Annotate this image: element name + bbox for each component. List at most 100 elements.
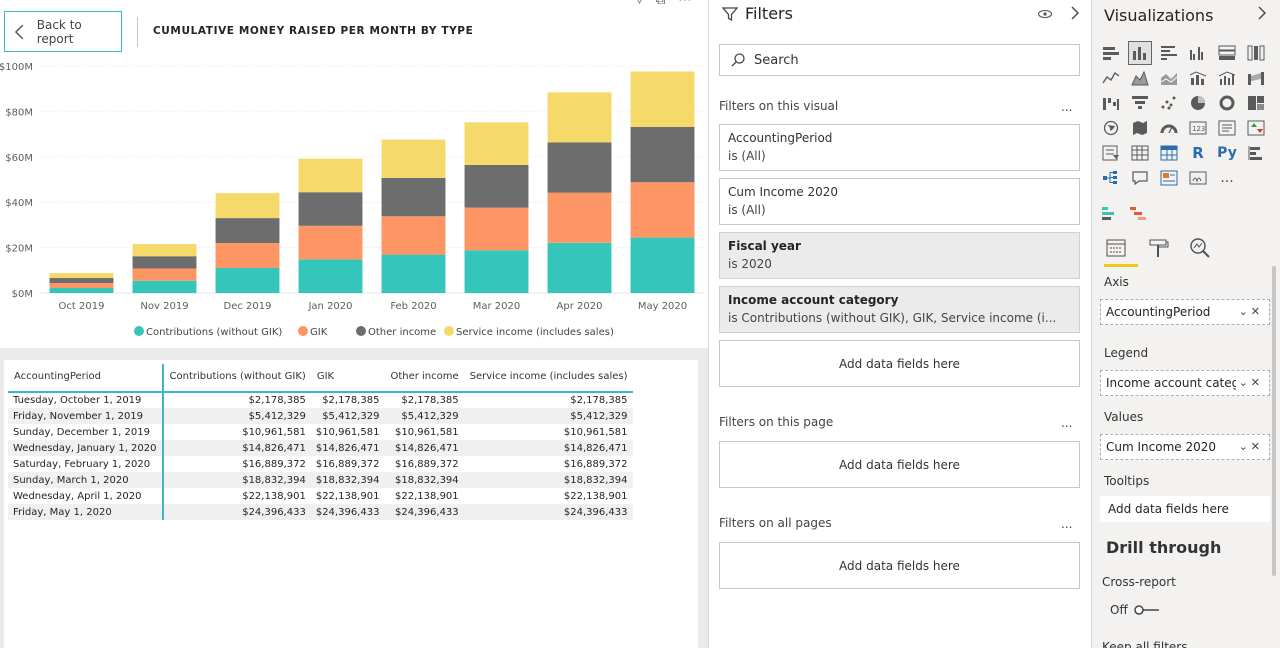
multi-row-card-icon[interactable] <box>1216 117 1238 139</box>
filter-card-accountingperiod[interactable]: AccountingPeriod is (All) <box>719 124 1080 171</box>
scatter-chart-icon[interactable] <box>1158 92 1180 114</box>
bar-segment-2[interactable] <box>49 278 114 284</box>
values-field[interactable]: Cum Income 2020 ⌄✕ <box>1100 434 1270 460</box>
bar-segment-1[interactable] <box>547 192 612 243</box>
back-to-report-button[interactable]: Back to report <box>4 11 122 52</box>
column-header[interactable]: GIK <box>310 364 385 393</box>
filter-search-box[interactable] <box>719 44 1080 76</box>
table-icon[interactable] <box>1129 142 1151 164</box>
line-and-stacked-column-icon[interactable] <box>1187 67 1209 89</box>
tab-format[interactable] <box>1146 236 1170 260</box>
bar-segment-2[interactable] <box>630 126 695 183</box>
gauge-icon[interactable] <box>1158 117 1180 139</box>
bar-segment-1[interactable] <box>215 243 280 269</box>
more-visuals-icon[interactable]: ... <box>1216 167 1238 189</box>
column-header[interactable]: Contributions (without GIK) <box>162 364 311 393</box>
bar-segment-1[interactable] <box>630 182 695 238</box>
ribbon-chart-icon[interactable] <box>1245 67 1267 89</box>
pie-chart-icon[interactable] <box>1187 92 1209 114</box>
filter-card-cum-income[interactable]: Cum Income 2020 is (All) <box>719 178 1080 225</box>
bar-segment-3[interactable] <box>298 158 363 193</box>
chevron-right-icon[interactable] <box>1256 5 1268 25</box>
bar-segment-3[interactable] <box>630 71 695 127</box>
eye-icon[interactable] <box>1037 8 1053 23</box>
line-chart-icon[interactable] <box>1100 67 1122 89</box>
paginated-report-icon[interactable] <box>1187 167 1209 189</box>
donut-chart-icon[interactable] <box>1216 92 1238 114</box>
bar-segment-2[interactable] <box>132 256 197 269</box>
matrix-icon[interactable] <box>1158 142 1180 164</box>
bar-segment-2[interactable] <box>215 218 280 244</box>
bar-segment-3[interactable] <box>215 193 280 219</box>
column-header[interactable]: Other income <box>384 364 464 393</box>
close-icon[interactable]: ✕ <box>1250 305 1263 318</box>
stacked-column-chart-icon[interactable] <box>1128 41 1152 65</box>
line-and-clustered-column-icon[interactable] <box>1216 67 1238 89</box>
python-visual-icon[interactable]: Py <box>1216 142 1238 164</box>
custom-gantt-visual-icon[interactable] <box>1128 203 1150 225</box>
filter-card-income-account-category[interactable]: Income account category is Contributions… <box>719 286 1080 333</box>
legend-item[interactable]: Contributions (without GIK) <box>146 327 282 338</box>
bar-segment-0[interactable] <box>381 254 446 293</box>
decomposition-tree-icon[interactable] <box>1100 167 1122 189</box>
legend-item[interactable]: GIK <box>310 327 328 338</box>
chevron-down-icon[interactable]: ⌄ <box>1238 440 1251 453</box>
stacked-area-chart-icon[interactable] <box>1158 67 1180 89</box>
kpi-icon[interactable] <box>1245 117 1267 139</box>
bar-segment-3[interactable] <box>547 92 612 143</box>
legend-item[interactable]: Service income (includes sales) <box>456 327 614 338</box>
bar-segment-0[interactable] <box>630 237 695 293</box>
bar-segment-3[interactable] <box>381 139 446 178</box>
clustered-bar-chart-icon[interactable] <box>1158 42 1180 64</box>
pane-scrollbar[interactable] <box>1272 266 1276 576</box>
filters-on-all-pages-more-button[interactable]: ... <box>1061 517 1073 531</box>
bar-segment-2[interactable] <box>381 177 446 217</box>
treemap-icon[interactable] <box>1245 92 1267 114</box>
filter-card-fiscal-year[interactable]: Fiscal year is 2020 <box>719 232 1080 279</box>
bar-segment-1[interactable] <box>381 216 446 255</box>
all-pages-filter-drop-zone[interactable]: Add data fields here <box>719 542 1080 589</box>
bar-segment-0[interactable] <box>298 259 363 293</box>
column-header[interactable]: AccountingPeriod <box>8 364 164 393</box>
filters-on-page-more-button[interactable]: ... <box>1061 416 1073 430</box>
smart-narrative-icon[interactable] <box>1158 167 1180 189</box>
close-icon[interactable]: ✕ <box>1250 376 1263 389</box>
page-filter-drop-zone[interactable]: Add data fields here <box>719 441 1080 488</box>
stacked-bar-chart-icon[interactable] <box>1100 42 1122 64</box>
bar-segment-0[interactable] <box>132 280 197 293</box>
bar-segment-0[interactable] <box>215 268 280 293</box>
more-options-icon[interactable]: ⋯ <box>677 0 692 8</box>
chevron-down-icon[interactable]: ⌄ <box>1238 376 1251 389</box>
bar-segment-2[interactable] <box>464 164 529 208</box>
100-stacked-bar-icon[interactable] <box>1216 42 1238 64</box>
focus-mode-icon[interactable]: ⧉ <box>655 0 666 8</box>
visual-filter-drop-zone[interactable]: Add data fields here <box>719 340 1080 387</box>
chevron-down-icon[interactable]: ⌄ <box>1238 305 1251 318</box>
bar-segment-3[interactable] <box>49 273 114 279</box>
bar-segment-0[interactable] <box>49 288 114 293</box>
qna-icon[interactable] <box>1129 167 1151 189</box>
column-header[interactable]: Service income (includes sales) <box>463 364 633 393</box>
filled-map-icon[interactable] <box>1129 117 1151 139</box>
card-icon[interactable]: 123 <box>1187 117 1209 139</box>
funnel-chart-icon[interactable] <box>1129 92 1151 114</box>
clustered-column-chart-icon[interactable] <box>1187 42 1209 64</box>
legend-field[interactable]: Income account category ⌄✕ <box>1100 370 1270 396</box>
slicer-icon[interactable] <box>1100 142 1122 164</box>
waterfall-chart-icon[interactable] <box>1100 92 1122 114</box>
tab-analytics[interactable] <box>1188 236 1212 260</box>
bar-segment-0[interactable] <box>464 250 529 293</box>
filter-icon[interactable]: ▿ <box>636 0 644 8</box>
bar-segment-1[interactable] <box>464 207 529 251</box>
bar-segment-1[interactable] <box>298 225 363 260</box>
bar-segment-3[interactable] <box>132 243 197 257</box>
legend-item[interactable]: Other income <box>368 327 436 338</box>
r-script-visual-icon[interactable]: R <box>1187 142 1209 164</box>
bar-segment-2[interactable] <box>547 142 612 193</box>
bar-segment-0[interactable] <box>547 242 612 293</box>
100-stacked-column-icon[interactable] <box>1245 42 1267 64</box>
tooltips-drop-zone[interactable]: Add data fields here <box>1100 496 1270 522</box>
bar-segment-3[interactable] <box>464 122 529 165</box>
map-icon[interactable] <box>1100 117 1122 139</box>
area-chart-icon[interactable] <box>1129 67 1151 89</box>
